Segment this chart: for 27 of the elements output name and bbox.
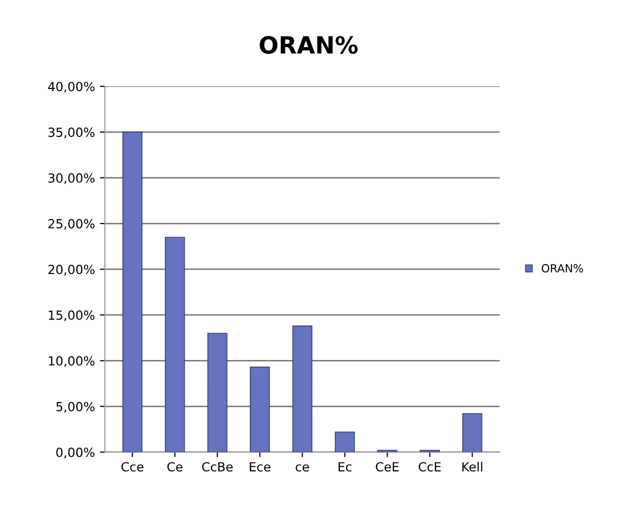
y-tick-label: 5,00% [56, 402, 94, 413]
y-tick-label: 0,00% [56, 448, 94, 458]
x-tick-label: Kell [462, 462, 482, 472]
bar [292, 326, 312, 452]
bar [207, 332, 228, 452]
y-tick-label: 30,00% [48, 173, 94, 184]
x-tick-label: ce [296, 464, 309, 472]
bar [334, 432, 355, 452]
y-tick-label: 10,00% [48, 356, 94, 367]
y-tick-label: 35,00% [48, 128, 94, 138]
bar [164, 236, 185, 452]
y-tick-label: 25,00% [48, 218, 94, 230]
x-tick-label: Cce [121, 462, 144, 472]
y-tick-label: 40,00% [48, 82, 94, 93]
chart-title: ORAN% [260, 36, 358, 54]
x-tick-label: CeE [376, 462, 399, 472]
bar [122, 132, 142, 452]
y-tick-label: 15,00% [48, 310, 94, 322]
x-tick-label: Ce [167, 462, 182, 472]
x-tick-label: Ece [250, 462, 270, 472]
x-tick-label: CcBe [202, 462, 233, 472]
x-tick-label: CcE [418, 462, 441, 472]
legend-label: ORAN% [542, 264, 583, 272]
x-tick-label: Ec [338, 462, 352, 472]
y-tick-label: 20,00% [48, 264, 94, 276]
bar [462, 413, 482, 452]
bar [250, 366, 270, 452]
